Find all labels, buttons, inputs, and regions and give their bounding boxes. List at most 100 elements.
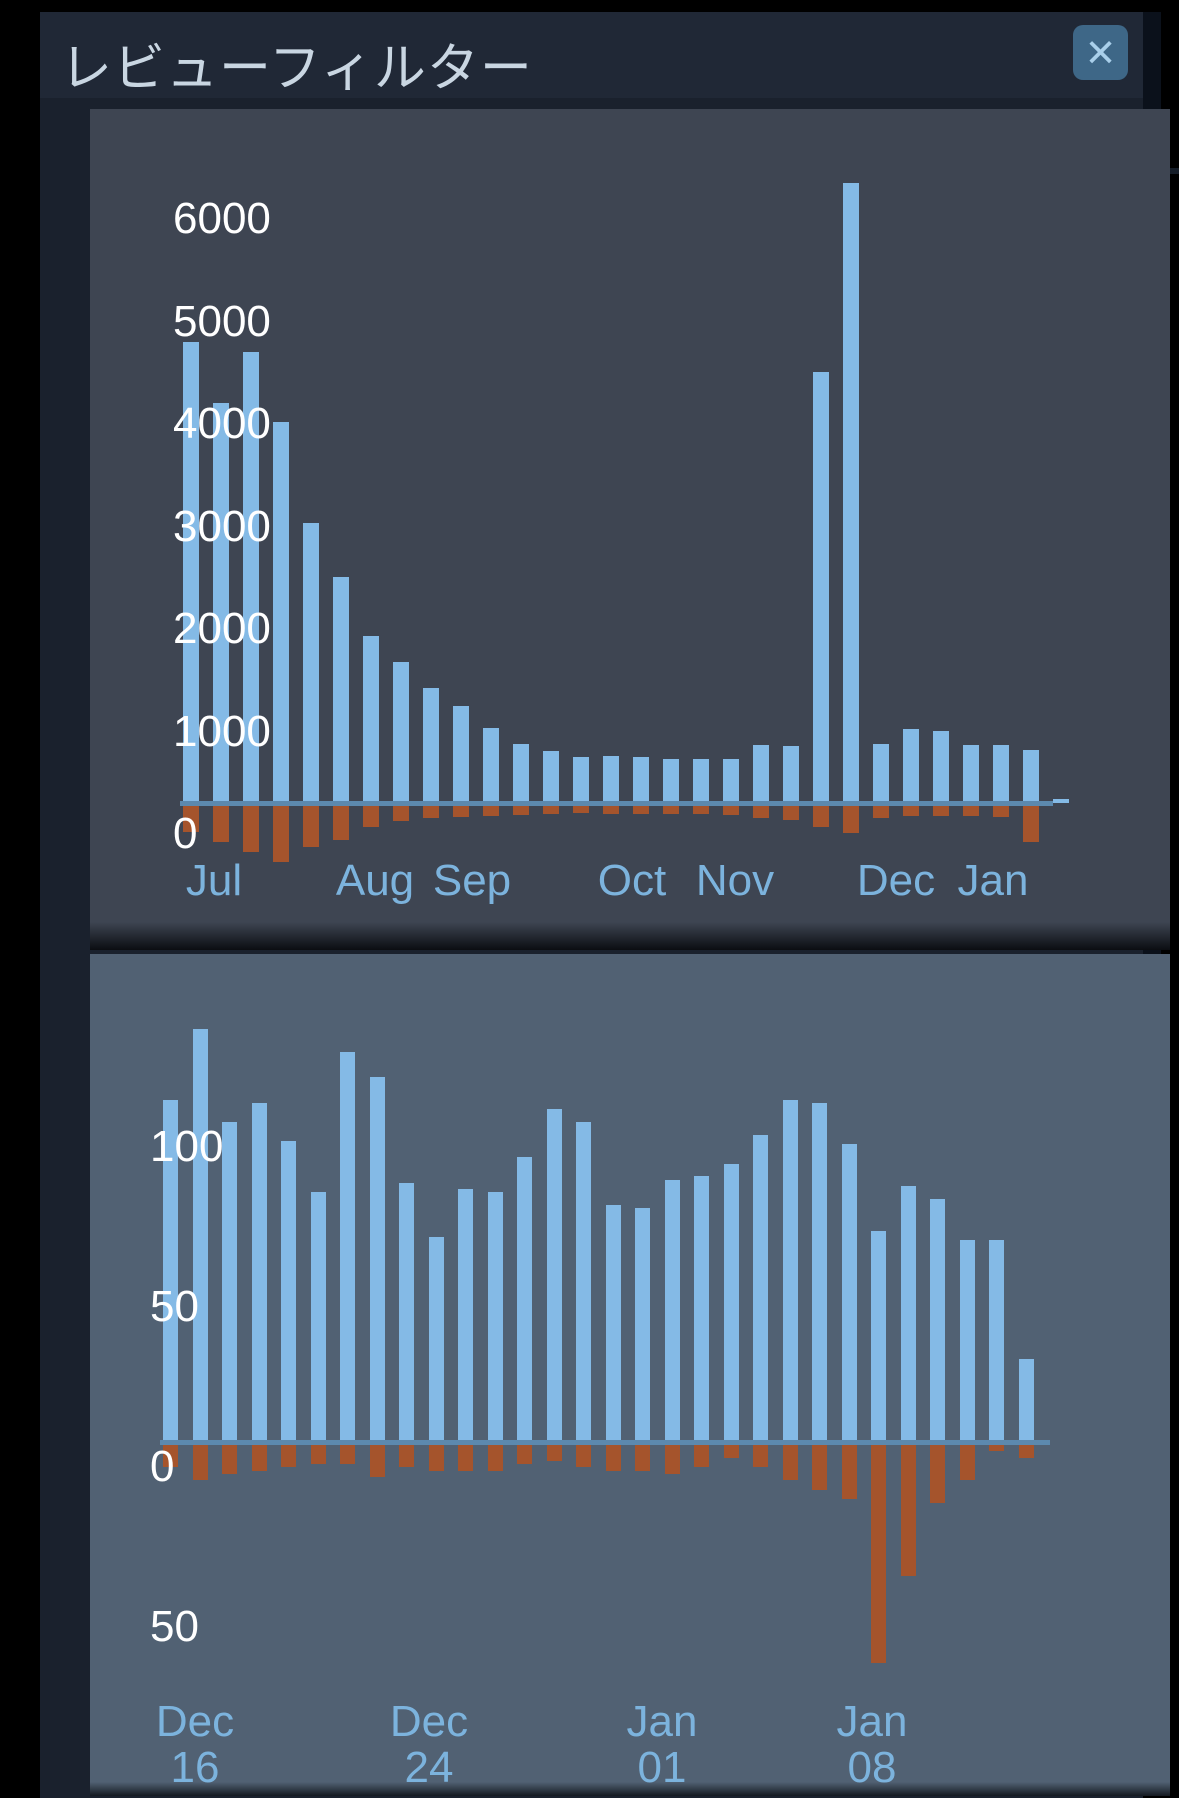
negative-bar <box>399 1445 414 1467</box>
positive-bar <box>960 1240 975 1442</box>
positive-bar <box>1019 1359 1034 1442</box>
x-tick-label: 16 <box>170 1743 220 1792</box>
y-tick-label: 1000 <box>173 707 271 756</box>
x-tick-label: 08 <box>847 1743 897 1792</box>
positive-bar <box>1053 799 1069 803</box>
positive-bar <box>547 1109 562 1442</box>
all-reviews-histogram[interactable] <box>90 109 1170 950</box>
negative-bar <box>458 1445 473 1471</box>
negative-bar <box>453 806 469 817</box>
negative-bar <box>693 806 709 814</box>
positive-bar <box>370 1077 385 1442</box>
recent-reviews-histogram[interactable] <box>90 954 1170 1796</box>
positive-bar <box>399 1183 414 1442</box>
negative-bar <box>960 1445 975 1480</box>
negative-bar <box>243 806 259 852</box>
positive-bar <box>873 744 889 803</box>
y-tick-label: 0 <box>150 1442 175 1491</box>
positive-bar <box>665 1180 680 1442</box>
x-tick-label: 24 <box>404 1743 454 1792</box>
positive-bar <box>183 342 199 803</box>
negative-bar <box>812 1445 827 1490</box>
negative-bar <box>517 1445 532 1464</box>
x-tick-label: Jan <box>836 1697 908 1746</box>
positive-bar <box>723 759 739 803</box>
positive-bar <box>213 403 229 803</box>
positive-bar <box>693 759 709 803</box>
negative-bar <box>311 1445 326 1464</box>
positive-bar <box>513 744 529 803</box>
positive-bar <box>694 1176 709 1442</box>
positive-bar <box>573 757 589 803</box>
positive-bar <box>252 1103 267 1442</box>
y-tick-label: 3000 <box>173 502 271 551</box>
negative-bar <box>370 1445 385 1477</box>
negative-bar <box>488 1445 503 1471</box>
x-tick-label: Dec <box>389 1697 469 1746</box>
negative-bar <box>873 806 889 818</box>
positive-bar <box>753 745 769 803</box>
negative-bar <box>901 1445 916 1576</box>
positive-bar <box>281 1141 296 1442</box>
positive-bar <box>663 759 679 803</box>
positive-bar <box>989 1240 1004 1442</box>
negative-bar <box>842 1445 857 1499</box>
positive-bar <box>483 728 499 803</box>
close-button[interactable]: ✕ <box>1073 25 1128 80</box>
negative-bar <box>843 806 859 833</box>
negative-bar <box>694 1445 709 1467</box>
negative-bar <box>273 806 289 862</box>
positive-bar <box>243 352 259 803</box>
x-tick-label: 01 <box>637 1743 687 1792</box>
negative-bar <box>665 1445 680 1474</box>
positive-bar <box>543 751 559 803</box>
positive-bar <box>1023 750 1039 803</box>
y-tick-label: 2000 <box>173 604 271 653</box>
positive-bar <box>635 1208 650 1442</box>
x-tick-label: Dec <box>856 856 936 905</box>
x-tick-label: Jan <box>626 1697 698 1746</box>
negative-bar <box>543 806 559 814</box>
negative-bar <box>303 806 319 847</box>
positive-bar <box>193 1029 208 1442</box>
negative-bar <box>547 1445 562 1461</box>
positive-bar <box>363 636 379 803</box>
y-tick-label: 100 <box>150 1122 224 1171</box>
negative-bar <box>993 806 1009 817</box>
positive-bar <box>273 422 289 803</box>
positive-bar <box>901 1186 916 1442</box>
negative-bar <box>606 1445 621 1471</box>
dialog-title: レビューフィルター <box>60 40 533 98</box>
negative-bar <box>573 806 589 813</box>
y-tick-label: 4000 <box>173 399 271 448</box>
positive-bar <box>163 1100 178 1442</box>
dialog-header: レビューフィルター ✕ <box>40 12 1143 98</box>
x-tick-label: Jul <box>185 856 243 905</box>
negative-bar <box>963 806 979 816</box>
negative-bar <box>393 806 409 821</box>
negative-bar <box>513 806 529 815</box>
positive-bar <box>517 1157 532 1442</box>
positive-bar <box>340 1052 355 1442</box>
negative-bar <box>423 806 439 818</box>
positive-bar <box>783 746 799 803</box>
negative-bar <box>753 1445 768 1467</box>
positive-bar <box>753 1135 768 1442</box>
negative-bar <box>333 806 349 840</box>
x-tick-label: Dec <box>155 1697 235 1746</box>
positive-bar <box>429 1237 444 1442</box>
negative-bar <box>783 806 799 820</box>
negative-bar <box>363 806 379 827</box>
positive-bar <box>311 1192 326 1442</box>
zero-axis-line <box>160 1440 1050 1445</box>
positive-bar <box>606 1205 621 1442</box>
negative-bar <box>222 1445 237 1474</box>
positive-bar <box>458 1189 473 1442</box>
negative-bar <box>724 1445 739 1458</box>
positive-bar <box>333 577 349 803</box>
negative-bar <box>603 806 619 814</box>
negative-bar <box>633 806 649 814</box>
negative-bar <box>663 806 679 814</box>
positive-bar <box>393 662 409 803</box>
